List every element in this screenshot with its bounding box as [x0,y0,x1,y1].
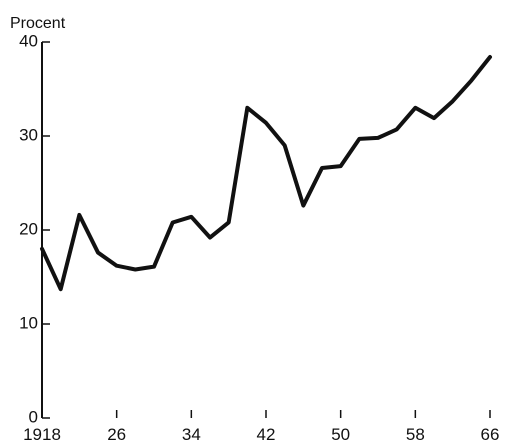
x-tick-label: 58 [406,425,425,443]
y-tick-label: 20 [19,219,38,238]
x-tick-label: 26 [107,425,126,443]
series-line [40,55,492,292]
series-points [41,56,491,290]
y-tick-label: 0 [29,407,38,426]
y-tick-label: 30 [19,125,38,144]
x-axis-ticks: 1918 26 34 42 50 58 66 [23,410,499,443]
x-tick-label: 50 [331,425,350,443]
y-tick-label: 10 [19,313,38,332]
y-axis-ticks: 0 10 20 30 40 [19,31,50,426]
y-axis-label: Procent [10,15,66,32]
x-tick-label: 42 [257,425,276,443]
y-tick-label: 40 [19,31,38,50]
x-tick-label: 1918 [23,425,61,443]
x-tick-label: 34 [182,425,201,443]
x-tick-label: 66 [481,425,500,443]
